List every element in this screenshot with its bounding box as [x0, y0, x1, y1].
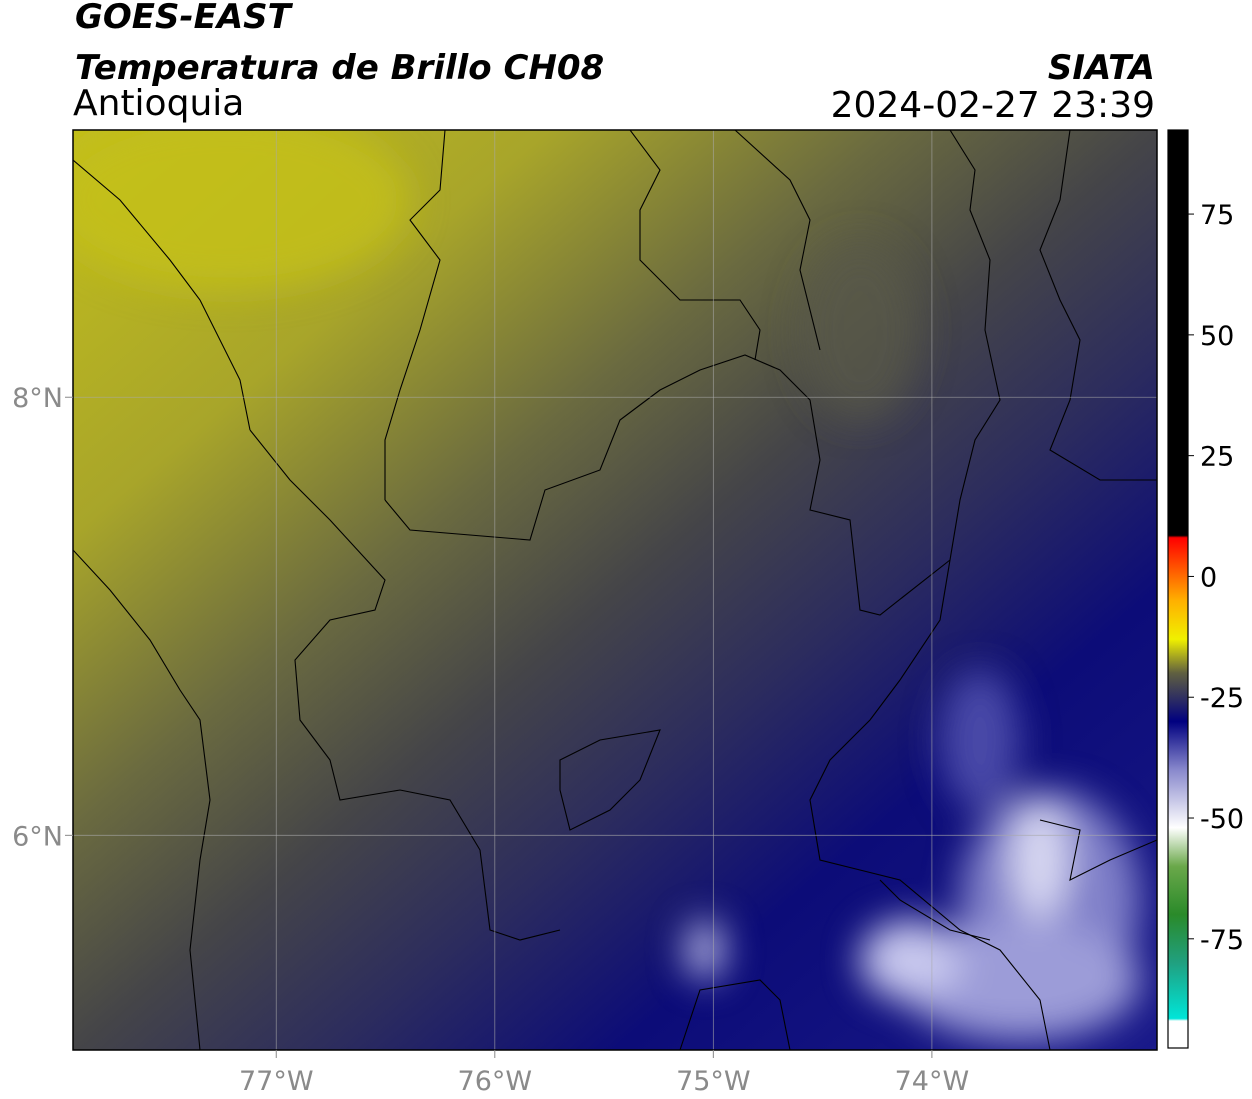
- x-tick-label: 75°W: [676, 1066, 751, 1097]
- subtitle: Temperatura de Brillo CH08: [75, 48, 604, 88]
- title: GOES-EAST: [75, 0, 294, 37]
- colorbar-tick-label: 25: [1200, 442, 1234, 473]
- colorbar-tick-label: -75: [1200, 925, 1244, 956]
- colorbar-tick-label: -25: [1200, 683, 1244, 714]
- colorbar-tick-label: 0: [1200, 562, 1217, 593]
- x-tick-label: 76°W: [458, 1066, 533, 1097]
- map-image: [73, 130, 1157, 1050]
- y-tick-label: 6°N: [12, 821, 63, 852]
- x-tick-label: 74°W: [895, 1066, 970, 1097]
- colorbar: [1167, 129, 1189, 1049]
- colorbar-tick-label: 75: [1200, 200, 1234, 231]
- cold-clouds: [73, 130, 1140, 1040]
- region: Antioquia: [73, 83, 244, 124]
- source: SIATA: [1048, 48, 1155, 88]
- map-frame: [72, 129, 1158, 1051]
- x-tick-label: 77°W: [239, 1066, 314, 1097]
- datetime: 2024-02-27 23:39: [831, 85, 1155, 126]
- boundaries: [73, 130, 1157, 1050]
- colorbar-tick-label: 50: [1200, 321, 1234, 352]
- y-tick-label: 8°N: [12, 383, 63, 414]
- colorbar-tick-label: -50: [1200, 804, 1244, 835]
